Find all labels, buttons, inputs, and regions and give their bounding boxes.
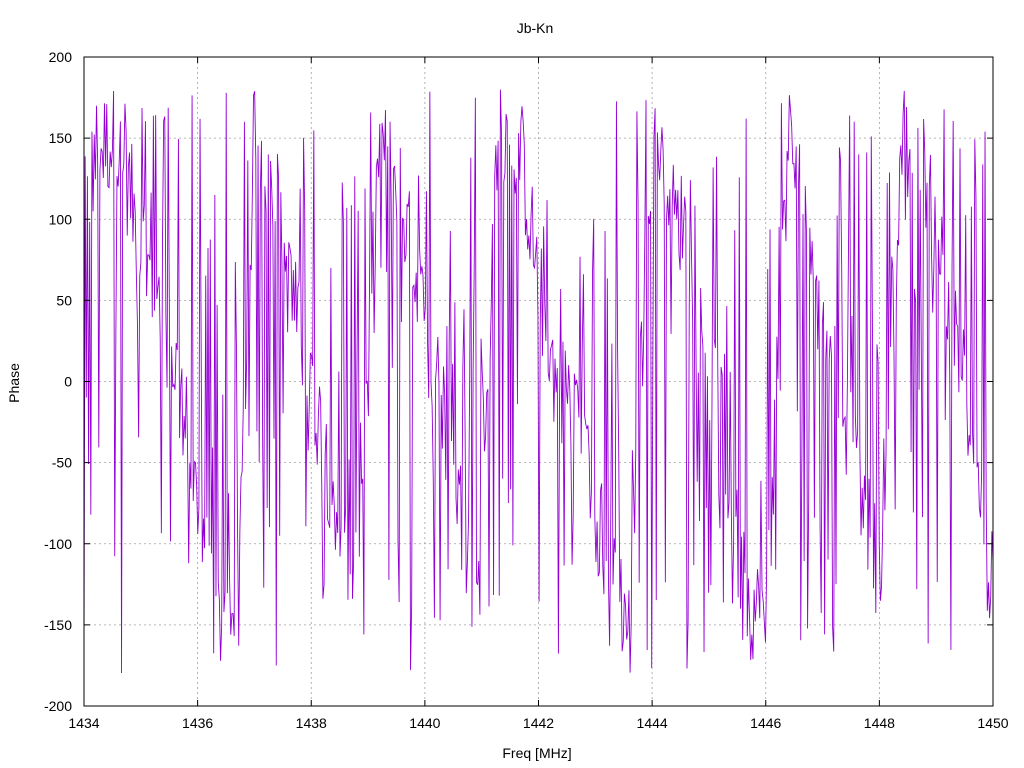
y-tick-label: 150 (49, 130, 73, 146)
y-tick-label: 200 (49, 49, 73, 65)
chart-title: Jb-Kn (517, 20, 554, 36)
x-tick-label: 1442 (523, 715, 554, 731)
y-tick-label: 100 (49, 211, 73, 227)
y-tick-label: 50 (56, 292, 72, 308)
x-tick-label: 1448 (864, 715, 895, 731)
x-tick-label: 1440 (409, 715, 440, 731)
series-layer (83, 89, 994, 674)
y-tick-label: -200 (44, 698, 72, 714)
x-tick-label: 1438 (296, 715, 327, 731)
x-axis-label: Freq [MHz] (502, 745, 571, 761)
x-tick-label: 1446 (750, 715, 781, 731)
y-tick-label: -50 (52, 455, 72, 471)
x-tick-label: 1436 (182, 715, 213, 731)
x-tick-label: 1450 (977, 715, 1008, 731)
y-tick-label: 0 (64, 374, 72, 390)
y-axis-label: Phase (6, 363, 22, 403)
y-tick-label: -150 (44, 617, 72, 633)
phase-series-line (83, 89, 994, 674)
y-tick-label: -100 (44, 536, 72, 552)
tick-layer: 1434 1436 1438 1440 1442 1444 1446 1448 1450 -200… (44, 49, 1009, 731)
x-tick-label: 1434 (68, 715, 99, 731)
x-tick-label: 1444 (637, 715, 668, 731)
